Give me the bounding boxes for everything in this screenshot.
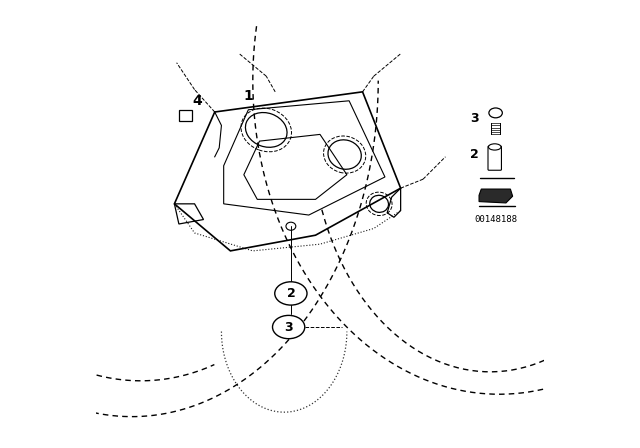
Text: 00148188: 00148188 (474, 215, 517, 224)
FancyBboxPatch shape (488, 146, 502, 170)
Ellipse shape (273, 315, 305, 339)
Text: 4: 4 (192, 94, 202, 108)
Ellipse shape (489, 108, 502, 118)
Ellipse shape (488, 144, 501, 150)
Ellipse shape (275, 282, 307, 305)
Text: 1: 1 (243, 89, 253, 103)
Text: 2: 2 (287, 287, 295, 300)
Text: 3: 3 (284, 320, 293, 334)
Text: 2: 2 (470, 148, 479, 161)
Polygon shape (479, 189, 513, 203)
Text: 3: 3 (470, 112, 479, 125)
